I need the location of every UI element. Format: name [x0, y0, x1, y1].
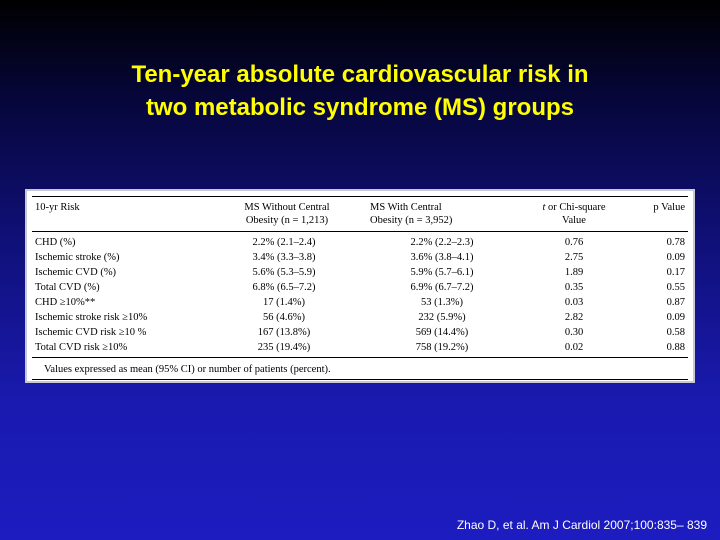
header-ms-with-line-2: Obesity (n = 3,952): [370, 215, 453, 226]
cell-chi-square: 0.02: [564, 342, 584, 353]
table-bottom-rule: [32, 357, 688, 358]
cell-ms-with: 53 (1.3%): [421, 297, 463, 308]
cell-risk: Ischemic CVD (%): [35, 267, 117, 278]
cell-ms-with: 5.9% (5.7–6.1): [410, 267, 474, 278]
cell-chi-square: 0.76: [564, 237, 584, 248]
table-row: Ischemic CVD risk ≥10 % 167 (13.8%) 569 …: [32, 325, 688, 340]
cell-p-value: 0.09: [666, 252, 685, 263]
cell-ms-with: 758 (19.2%): [415, 342, 469, 353]
table-row: Total CVD risk ≥10% 235 (19.4%) 758 (19.…: [32, 340, 688, 355]
table-row: Total CVD (%) 6.8% (6.5–7.2) 6.9% (6.7–7…: [32, 280, 688, 295]
cell-p-value: 0.17: [666, 267, 685, 278]
cell-ms-without: 56 (4.6%): [263, 312, 305, 323]
slide-title-line-2: two metabolic syndrome (MS) groups: [145, 94, 575, 121]
cell-chi-square: 2.75: [564, 252, 584, 263]
cell-ms-without: 17 (1.4%): [263, 297, 305, 308]
table-footnote: Values expressed as mean (95% CI) or num…: [32, 363, 688, 380]
header-chi-square-label: or Chi-square: [545, 202, 606, 213]
table-header-row: 10-yr Risk MS Without Central Obesity (n…: [32, 197, 688, 232]
cell-ms-with: 232 (5.9%): [418, 312, 466, 323]
cell-ms-without: 5.6% (5.3–5.9): [252, 267, 316, 278]
table-body: CHD (%) 2.2% (2.1–2.4) 2.2% (2.2–2.3) 0.…: [32, 232, 688, 355]
cell-p-value: 0.88: [666, 342, 685, 353]
cell-chi-square: 1.89: [564, 267, 584, 278]
cell-ms-without: 2.2% (2.1–2.4): [252, 237, 316, 248]
cell-chi-square: 2.82: [564, 312, 584, 323]
risk-table-panel: 10-yr Risk MS Without Central Obesity (n…: [25, 189, 695, 383]
cell-ms-without: 167 (13.8%): [257, 327, 311, 338]
header-chi-square-line-1: t or Chi-square: [518, 201, 630, 214]
slide-title-line-1: Ten-year absolute cardiovascular risk in: [131, 61, 589, 88]
table-top-rule: [32, 196, 688, 197]
cell-ms-without: 6.8% (6.5–7.2): [252, 282, 316, 293]
cell-chi-square: 0.03: [564, 297, 584, 308]
header-chi-square-line-2: Value: [562, 215, 586, 226]
header-chi-square: t or Chi-square Value: [518, 197, 630, 231]
header-p-value: p Value: [630, 197, 688, 231]
cell-p-value: 0.87: [666, 297, 685, 308]
header-ms-without-line-1: MS Without Central: [244, 202, 330, 213]
cell-ms-with: 569 (14.4%): [415, 327, 469, 338]
cell-chi-square: 0.30: [564, 327, 584, 338]
cell-risk: Ischemic stroke (%): [35, 252, 120, 263]
cell-ms-without: 3.4% (3.3–3.8): [252, 252, 316, 263]
slide-title: Ten-year absolute cardiovascular risk in…: [40, 58, 680, 124]
header-p-value-label: p Value: [653, 202, 685, 213]
cell-risk: CHD (%): [35, 237, 76, 248]
header-ms-with: MS With Central Obesity (n = 3,952): [366, 197, 518, 231]
cell-risk: Ischemic stroke risk ≥10%: [35, 312, 148, 323]
cell-risk: Total CVD (%): [35, 282, 100, 293]
cell-ms-without: 235 (19.4%): [257, 342, 311, 353]
table-row: CHD ≥10%** 17 (1.4%) 53 (1.3%) 0.03 0.87: [32, 295, 688, 310]
table-row: Ischemic CVD (%) 5.6% (5.3–5.9) 5.9% (5.…: [32, 265, 688, 280]
cell-ms-with: 2.2% (2.2–2.3): [410, 237, 474, 248]
header-ms-without-line-2: Obesity (n = 1,213): [245, 215, 329, 226]
cell-chi-square: 0.35: [564, 282, 584, 293]
cell-risk: Ischemic CVD risk ≥10 %: [35, 327, 147, 338]
cell-p-value: 0.55: [666, 282, 685, 293]
table-row: Ischemic stroke risk ≥10% 56 (4.6%) 232 …: [32, 310, 688, 325]
header-ms-without: MS Without Central Obesity (n = 1,213): [202, 197, 366, 231]
cell-p-value: 0.09: [666, 312, 685, 323]
citation: Zhao D, et al. Am J Cardiol 2007;100:835…: [456, 518, 707, 532]
table-row: Ischemic stroke (%) 3.4% (3.3–3.8) 3.6% …: [32, 250, 688, 265]
header-risk-label: 10-yr Risk: [35, 202, 80, 213]
table-row: CHD (%) 2.2% (2.1–2.4) 2.2% (2.2–2.3) 0.…: [32, 235, 688, 250]
cell-risk: CHD ≥10%**: [35, 297, 96, 308]
header-t-symbol: t: [542, 202, 546, 213]
risk-table: 10-yr Risk MS Without Central Obesity (n…: [32, 196, 688, 380]
cell-ms-with: 3.6% (3.8–4.1): [410, 252, 474, 263]
cell-risk: Total CVD risk ≥10%: [35, 342, 128, 353]
cell-ms-with: 6.9% (6.7–7.2): [410, 282, 474, 293]
header-risk: 10-yr Risk: [32, 197, 202, 231]
cell-p-value: 0.78: [666, 237, 685, 248]
header-ms-with-line-1: MS With Central: [370, 202, 442, 213]
cell-p-value: 0.58: [666, 327, 685, 338]
